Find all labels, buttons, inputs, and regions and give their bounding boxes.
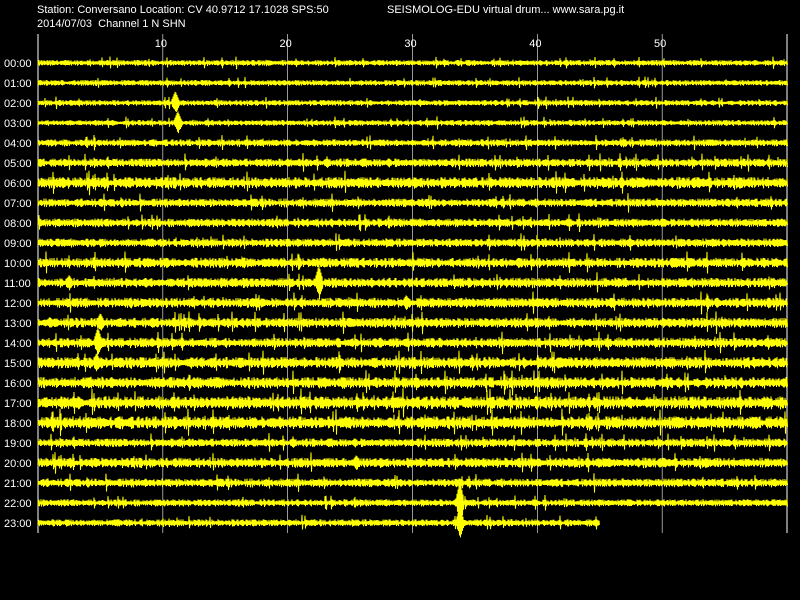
hour-label: 11:00 xyxy=(4,278,31,290)
trace-row-1600 xyxy=(37,370,788,396)
hour-label: 09:00 xyxy=(4,238,32,250)
minute-tick-labels: 10 20 30 40 50 xyxy=(155,38,667,50)
x-tick-label: 20 xyxy=(280,38,292,50)
trace-row-1800 xyxy=(37,408,788,437)
trace-row-2200 xyxy=(37,481,788,523)
trace-row-0400 xyxy=(37,134,788,151)
x-tick-label: 50 xyxy=(654,38,666,50)
hour-label: 16:00 xyxy=(4,378,32,390)
traces xyxy=(37,56,788,538)
hour-label: 14:00 xyxy=(4,338,32,350)
hour-label: 07:00 xyxy=(4,198,32,210)
hour-label: 21:00 xyxy=(4,478,32,490)
hour-label: 03:00 xyxy=(4,118,32,130)
trace-row-1200 xyxy=(37,291,788,315)
hour-label: 08:00 xyxy=(4,218,32,230)
trace-row-0100 xyxy=(37,76,788,89)
trace-row-2300 xyxy=(37,507,600,538)
hour-label: 05:00 xyxy=(4,158,32,170)
hour-label: 13:00 xyxy=(4,318,32,330)
hour-label: 23:00 xyxy=(4,518,32,530)
trace-row-0600 xyxy=(37,170,788,196)
hour-label: 17:00 xyxy=(4,398,32,410)
trace-row-0500 xyxy=(37,153,788,172)
hour-label: 22:00 xyxy=(4,498,32,510)
trace-row-0700 xyxy=(37,193,788,213)
x-tick-label: 30 xyxy=(404,38,416,50)
hour-label: 04:00 xyxy=(4,138,32,150)
trace-row-1100 xyxy=(37,265,788,300)
hour-label: 01:00 xyxy=(4,78,32,90)
trace-row-0800 xyxy=(37,213,788,233)
hour-label: 20:00 xyxy=(4,458,32,470)
trace-row-0200 xyxy=(37,91,788,112)
trace-row-1300 xyxy=(37,311,788,335)
hour-label: 02:00 xyxy=(4,98,32,110)
hour-label: 19:00 xyxy=(4,438,32,450)
x-tick-label: 10 xyxy=(155,38,167,50)
hour-labels: 00:00 01:00 02:00 03:00 04:00 05:00 06:00 07:00… xyxy=(4,58,32,530)
trace-row-2000 xyxy=(37,452,788,474)
date-channel-info: 2014/07/03 Channel 1 N SHN xyxy=(37,18,186,30)
station-info: Station: Conversano Location: CV 40.9712… xyxy=(37,4,329,16)
hour-label: 10:00 xyxy=(4,258,32,270)
hour-label: 06:00 xyxy=(4,178,32,190)
trace-row-0900 xyxy=(37,233,788,251)
trace-row-0300 xyxy=(37,111,788,134)
hour-label: 12:00 xyxy=(4,298,32,310)
drum-title: SEISMOLOG-EDU virtual drum... www.sara.p… xyxy=(387,4,625,16)
hour-label: 18:00 xyxy=(4,418,32,430)
trace-row-1500 xyxy=(37,349,788,375)
trace-row-0000 xyxy=(37,56,788,70)
hour-label: 15:00 xyxy=(4,358,32,370)
x-tick-label: 40 xyxy=(529,38,541,50)
hour-label: 00:00 xyxy=(4,58,32,70)
trace-row-1000 xyxy=(37,251,788,274)
trace-row-1400 xyxy=(37,327,788,356)
trace-row-2100 xyxy=(37,473,788,493)
trace-row-1700 xyxy=(37,388,788,418)
trace-row-1900 xyxy=(37,433,788,452)
